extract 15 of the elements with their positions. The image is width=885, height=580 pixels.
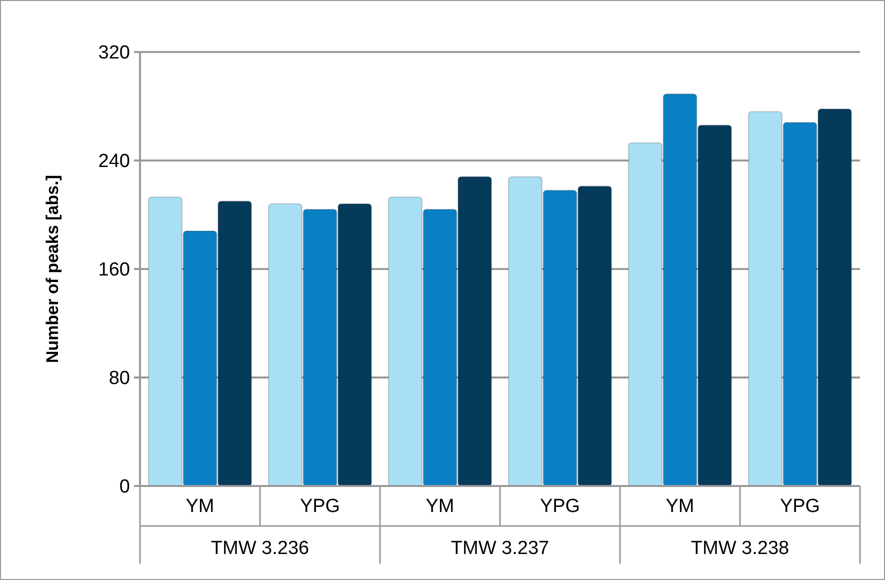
y-tick-label: 320 (98, 42, 130, 64)
y-axis-title: Number of peaks [abs.] (43, 175, 62, 363)
x-tick-label: YPG (540, 496, 580, 517)
x-tick-label: YPG (300, 496, 340, 517)
x-tick-label: YM (186, 496, 214, 517)
x-tick-label: YPG (780, 496, 820, 517)
y-tick-label: 80 (108, 368, 130, 390)
x-tick-label: YM (666, 496, 694, 517)
y-tick-label: 240 (98, 151, 130, 172)
text: TMW 3.237 (450, 538, 550, 559)
text: TMW 3.238 (690, 538, 790, 559)
text: TMW 3.236 (210, 538, 310, 559)
x-tick-label: YM (426, 496, 454, 517)
y-tick-label: 0 (119, 476, 130, 498)
y-tick-label: 160 (98, 260, 130, 281)
